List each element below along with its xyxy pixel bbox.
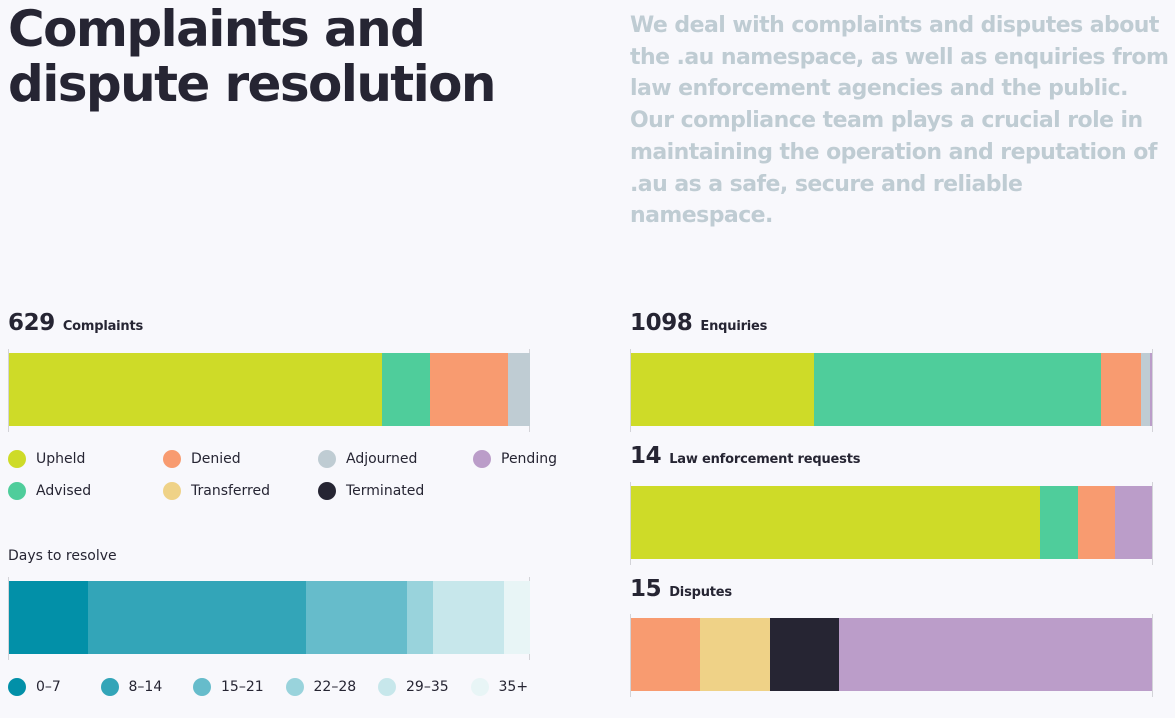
enquiries-bar-start-line <box>630 349 631 432</box>
status-legend-label-pending: Pending <box>501 451 557 467</box>
intro-text: We deal with complaints and disputes abo… <box>630 13 1169 229</box>
status-legend-label-advised: Advised <box>36 483 92 499</box>
enquiries-segment-upheld <box>631 353 814 426</box>
status-legend-swatch-denied <box>163 450 181 468</box>
complaints-segment-upheld <box>9 353 382 426</box>
disputes-label: Disputes <box>669 585 732 600</box>
status-legend-item-adjourned: Adjourned <box>318 450 417 468</box>
days-legend-item-35-plus: 35+ <box>470 678 529 696</box>
page-title-line-1: Complaints and <box>8 0 426 58</box>
days-legend-label-8-14: 8–14 <box>128 679 163 695</box>
law-enforcement-segment-pending <box>1114 486 1152 559</box>
days-to-resolve-title: Days to resolve <box>8 548 117 564</box>
status-legend-swatch-terminated <box>318 482 336 500</box>
days-segment-22-28 <box>406 581 434 654</box>
days-bar-start-line <box>8 577 9 660</box>
days-legend-swatch-8-14 <box>100 678 119 696</box>
law-enforcement-stat: 14 Law enforcement requests <box>630 443 860 469</box>
status-legend: Upheld Denied Adjourned Pending Advised Trans… <box>8 450 557 510</box>
law-enforcement-segment-upheld <box>631 486 1041 559</box>
enquiries-segment-denied <box>1101 353 1142 426</box>
disputes-count: 15 <box>630 576 662 602</box>
disputes-segment-terminated <box>769 618 840 691</box>
disputes-segment-transferred <box>700 618 770 691</box>
status-legend-item-denied: Denied <box>163 450 241 468</box>
enquiries-count: 1098 <box>630 310 693 336</box>
disputes-bar-end-line <box>1152 614 1153 697</box>
law-enforcement-segment-advised <box>1040 486 1078 559</box>
days-segment-15-21 <box>305 581 407 654</box>
enquiries-segment-pending <box>1150 353 1152 426</box>
law-enforcement-bar <box>631 486 1152 559</box>
days-legend-label-0-7: 0–7 <box>36 679 61 695</box>
disputes-stat: 15 Disputes <box>630 576 732 602</box>
complaints-segment-advised <box>381 353 430 426</box>
status-legend-item-transferred: Transferred <box>163 482 270 500</box>
status-legend-label-upheld: Upheld <box>36 451 86 467</box>
days-legend-label-29-35: 29–35 <box>406 679 449 695</box>
disputes-bar <box>631 618 1152 691</box>
enquiries-bar <box>631 353 1152 426</box>
law-enforcement-bar-end-line <box>1152 482 1153 565</box>
enquiries-segment-adjourned <box>1141 353 1151 426</box>
enquiries-segment-advised <box>813 353 1102 426</box>
complaints-count: 629 <box>8 310 55 336</box>
days-legend-item-22-28: 22–28 <box>285 678 357 696</box>
complaints-bar <box>9 353 530 426</box>
days-legend: 0–7 8–14 15–21 22–28 29–35 35+ <box>8 678 538 702</box>
status-legend-item-upheld: Upheld <box>8 450 85 468</box>
status-legend-swatch-adjourned <box>318 450 336 468</box>
days-legend-label-35-plus: 35+ <box>498 679 529 695</box>
page-title-line-2: dispute resolution <box>8 55 497 113</box>
status-legend-item-pending: Pending <box>473 450 557 468</box>
days-legend-label-22-28: 22–28 <box>313 679 357 695</box>
status-legend-swatch-pending <box>473 450 491 468</box>
days-legend-swatch-35-plus <box>470 678 489 696</box>
days-legend-swatch-22-28 <box>285 678 304 696</box>
complaints-bar-start-line <box>8 349 9 432</box>
disputes-bar-start-line <box>630 614 631 697</box>
enquiries-stat: 1098 Enquiries <box>630 310 767 336</box>
status-legend-label-adjourned: Adjourned <box>346 451 418 467</box>
days-segment-35-plus <box>504 581 530 654</box>
disputes-segment-pending <box>839 618 1152 691</box>
status-legend-swatch-transferred <box>163 482 181 500</box>
days-legend-item-15-21: 15–21 <box>193 678 264 696</box>
days-segment-0-7 <box>9 581 88 654</box>
days-legend-swatch-15-21 <box>193 678 211 696</box>
law-enforcement-bar-start-line <box>630 482 631 565</box>
complaints-stat: 629 Complaints <box>8 310 143 336</box>
days-legend-swatch-0-7 <box>8 678 26 696</box>
status-legend-label-transferred: Transferred <box>191 483 270 499</box>
law-enforcement-segment-denied <box>1077 486 1115 559</box>
complaints-segment-adjourned <box>508 353 530 426</box>
days-legend-item-29-35: 29–35 <box>378 678 449 696</box>
status-legend-swatch-advised <box>8 482 26 500</box>
status-legend-item-advised: Advised <box>8 482 91 500</box>
status-legend-item-terminated: Terminated <box>318 482 424 500</box>
page-title: Complaints and dispute resolution <box>8 2 568 112</box>
enquiries-label: Enquiries <box>700 319 768 334</box>
days-segment-29-35 <box>433 581 505 654</box>
days-segment-8-14 <box>87 581 306 654</box>
complaints-segment-denied <box>429 353 509 426</box>
complaints-label: Complaints <box>62 319 144 334</box>
days-legend-item-0-7: 0–7 <box>8 678 61 696</box>
days-legend-swatch-29-35 <box>378 678 396 696</box>
status-legend-label-terminated: Terminated <box>346 483 425 499</box>
days-legend-item-8-14: 8–14 <box>100 678 163 696</box>
days-to-resolve-bar <box>9 581 530 654</box>
law-enforcement-label: Law enforcement requests <box>669 452 861 467</box>
status-legend-swatch-upheld <box>8 450 26 468</box>
enquiries-bar-end-line <box>1152 349 1153 432</box>
status-legend-label-denied: Denied <box>191 451 241 467</box>
days-legend-label-15-21: 15–21 <box>221 679 264 695</box>
disputes-segment-denied <box>631 618 701 691</box>
law-enforcement-count: 14 <box>630 443 662 469</box>
